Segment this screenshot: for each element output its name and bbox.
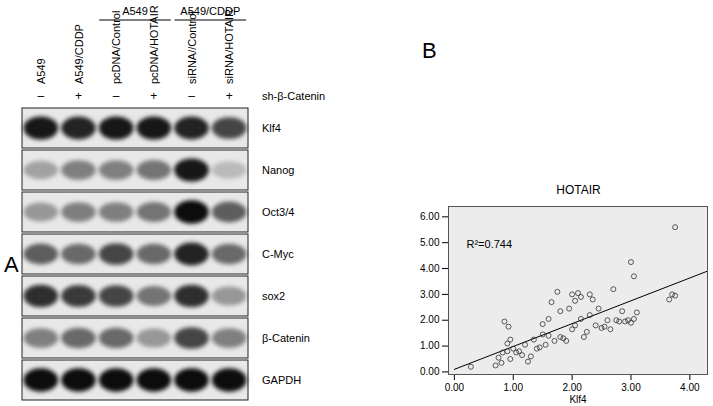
svg-text:4.00: 4.00 (680, 382, 700, 393)
svg-text:2.00: 2.00 (420, 314, 440, 325)
svg-text:R²=0.744: R²=0.744 (467, 238, 513, 250)
svg-text:A549/CDDP: A549/CDDP (180, 5, 241, 17)
svg-text:–: – (113, 89, 120, 103)
svg-text:pcDNA/HOTAIR: pcDNA/HOTAIR (148, 5, 160, 84)
svg-text:+: + (226, 89, 233, 103)
svg-text:sox2: sox2 (262, 290, 285, 302)
svg-text:siRNA/HOTAIR: siRNA/HOTAIR (223, 9, 235, 84)
svg-text:0.00: 0.00 (420, 366, 440, 377)
svg-text:0.00: 0.00 (445, 382, 465, 393)
svg-text:C-Myc: C-Myc (262, 248, 294, 260)
svg-text:A549: A549 (35, 58, 47, 84)
svg-text:3.00: 3.00 (621, 382, 641, 393)
svg-text:A549: A549 (122, 5, 148, 17)
html-text:HOTAIR: HOTAIR (556, 183, 601, 197)
svg-text:Nanog: Nanog (262, 164, 294, 176)
svg-text:A: A (4, 252, 19, 277)
svg-text:GAPDH: GAPDH (262, 374, 301, 386)
svg-text:4.00: 4.00 (420, 263, 440, 274)
svg-text:Oct3/4: Oct3/4 (262, 206, 294, 218)
svg-text:1.00: 1.00 (420, 340, 440, 351)
svg-text:sh-β-Catenin: sh-β-Catenin (262, 90, 325, 102)
html-text:B: B (422, 38, 437, 63)
svg-text:Klf4: Klf4 (262, 122, 281, 134)
svg-text:siRNA//Control: siRNA//Control (186, 11, 198, 84)
svg-text:–: – (37, 89, 44, 103)
svg-text:3.00: 3.00 (420, 289, 440, 300)
svg-text:Klf4: Klf4 (569, 394, 587, 405)
svg-text:5.00: 5.00 (420, 237, 440, 248)
svg-text:pcDNA/Control: pcDNA/Control (110, 11, 122, 84)
svg-text:6.00: 6.00 (420, 211, 440, 222)
svg-text:–: – (188, 89, 195, 103)
svg-text:A549/CDDP: A549/CDDP (73, 24, 85, 84)
svg-text:+: + (75, 89, 82, 103)
svg-text:β-Catenin: β-Catenin (262, 332, 310, 344)
svg-text:1.00: 1.00 (504, 382, 524, 393)
svg-text:2.00: 2.00 (562, 382, 582, 393)
svg-text:+: + (150, 89, 157, 103)
